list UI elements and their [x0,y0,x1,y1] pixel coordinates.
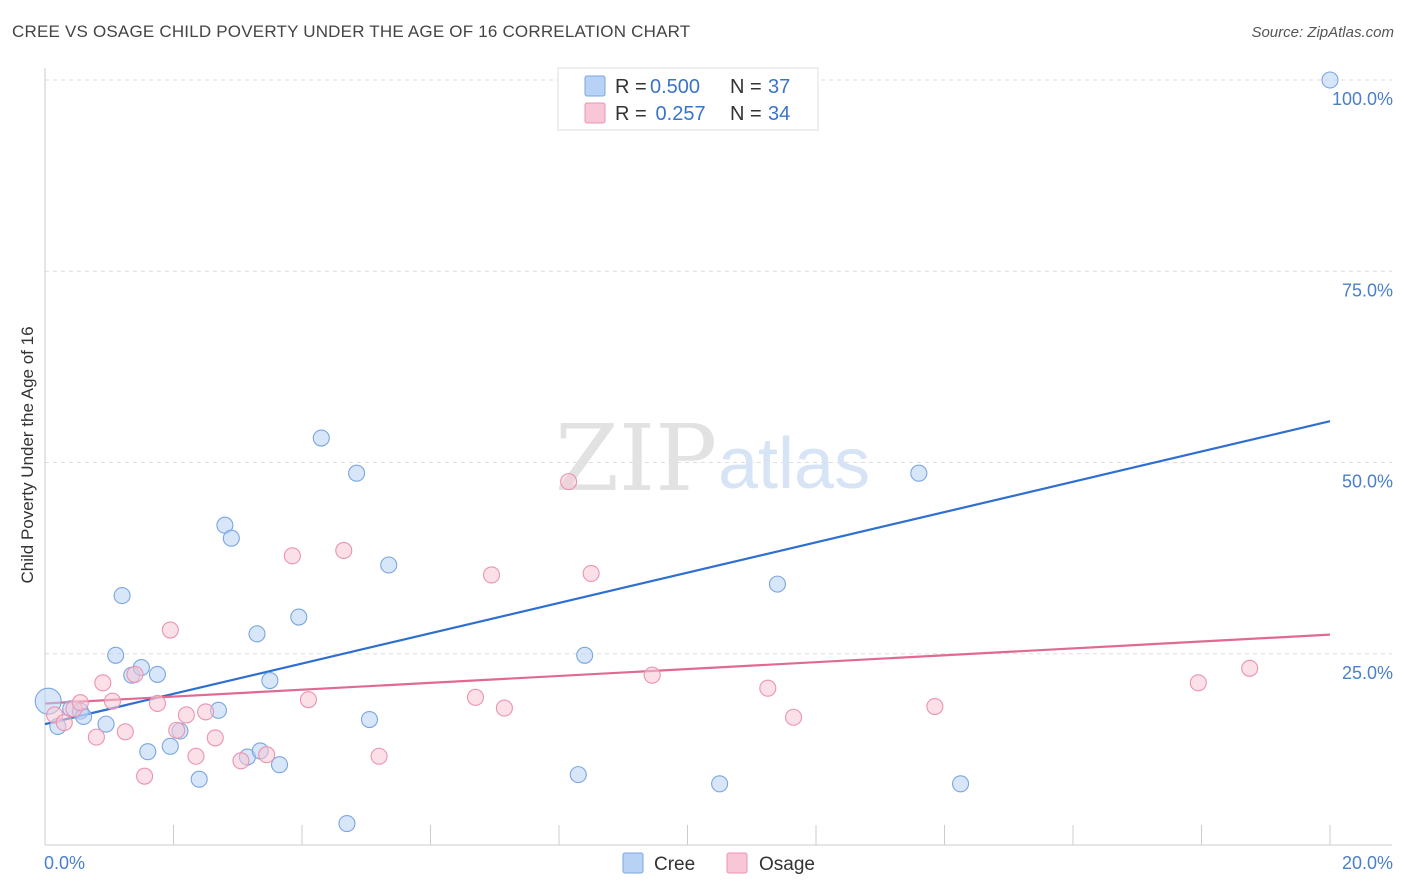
y-tick-label: 75.0% [1342,280,1393,300]
point-cree [348,464,366,482]
grid-lines [45,79,1392,655]
watermark-atlas: atlas [718,424,870,504]
trend-line-cree [44,420,1331,726]
bottom-legend-cree: Cree [654,854,695,875]
legend-swatch-osage [584,102,606,124]
point-osage [94,674,112,692]
bottom-legend: Cree Osage [622,852,815,875]
point-cree [148,665,166,683]
point-cree [576,646,594,664]
point-osage [126,665,144,683]
point-osage [161,621,179,639]
bottom-legend-osage: Osage [759,854,815,875]
chart-title: CREE VS OSAGE CHILD POVERTY UNDER THE AG… [12,22,691,41]
point-osage [187,747,205,765]
point-cree [113,587,131,605]
point-osage [370,747,388,765]
point-osage [177,706,195,724]
tick-labels: 25.0% 50.0% 75.0% 100.0% 0.0% 20.0% [44,89,1393,873]
point-cree [261,671,279,690]
point-cree [910,464,928,482]
point-osage [495,699,513,717]
point-osage [582,564,600,582]
point-osage [116,723,134,741]
point-osage [148,694,166,713]
legend-r-value-cree: 0.500 [650,76,700,98]
legend-r-label-cree: R = [615,76,647,98]
point-osage [335,541,353,560]
legend: R = 0.500 N = 37 R = 0.257 N = 34 [557,67,819,131]
watermark-zip: ZIP [555,405,717,512]
x-tick-label: 0.0% [44,853,85,873]
bottom-legend-swatch-osage [726,852,748,874]
point-osage [466,688,485,706]
point-osage [232,752,250,770]
point-cree [952,775,970,793]
point-cree [569,766,587,784]
point-cree [360,710,379,729]
axes [44,68,1392,846]
point-cree [1321,71,1339,89]
point-osage [103,692,122,710]
point-osage [643,666,661,684]
point-osage [136,767,154,785]
trend-line-osage [44,633,1331,705]
point-osage [283,547,301,565]
x-tick-label: 20.0% [1342,853,1393,873]
y-tick-label: 50.0% [1342,472,1393,492]
legend-n-value-osage: 34 [768,103,790,125]
legend-r-value-osage: 0.257 [650,103,706,125]
point-osage [482,566,501,584]
point-cree [161,737,179,755]
point-osage [926,697,944,716]
point-osage [71,694,89,712]
point-osage [759,679,777,697]
y-tick-label: 25.0% [1342,663,1393,683]
point-osage [197,703,215,721]
point-osage [560,473,578,491]
legend-r-label-osage: R = [615,103,647,125]
point-cree [380,556,398,574]
point-cree [107,646,125,664]
source-label: Source: ZipAtlas.com [1251,24,1394,41]
point-osage [55,714,73,732]
y-tick-label: 100.0% [1332,89,1393,109]
point-osage [1241,659,1259,677]
point-osage [206,729,224,747]
legend-swatch-cree [584,75,606,97]
data-points [34,71,1339,833]
point-cree [270,756,289,774]
bottom-legend-swatch-cree [622,852,644,874]
legend-n-label-osage: N = [730,103,762,125]
point-osage [784,708,803,726]
point-cree [139,743,157,761]
point-osage [1189,674,1207,692]
point-cree [711,775,729,793]
legend-n-label-cree: N = [730,76,762,98]
point-cree [768,575,787,593]
point-cree [312,429,330,447]
point-osage [299,691,317,709]
point-cree [190,770,208,788]
point-osage [168,721,186,739]
point-cree [248,625,266,643]
legend-n-value-cree: 37 [768,76,790,98]
trend-lines [44,420,1331,726]
point-osage [87,728,105,746]
watermark: ZIP atlas [555,405,870,512]
point-osage [258,746,276,764]
point-cree [222,529,240,547]
point-cree [97,715,115,733]
point-cree [338,815,356,833]
point-cree [290,608,308,626]
